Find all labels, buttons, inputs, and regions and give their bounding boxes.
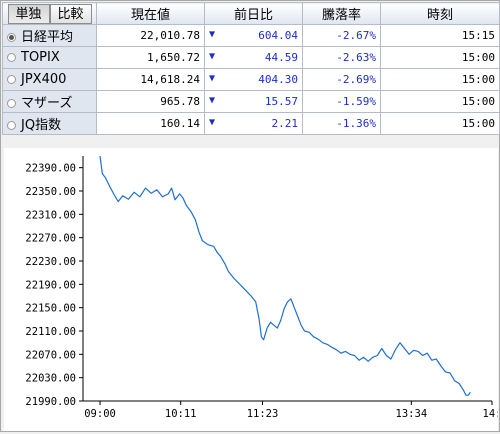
y-tick-label: 22230.00: [25, 256, 76, 268]
index-name: JPX400: [21, 72, 67, 87]
col-header-pct: 騰落率: [302, 2, 381, 25]
price-cell: 160.14: [96, 112, 205, 135]
time-cell: 15:00: [380, 90, 500, 113]
index-name: 日経平均: [21, 30, 74, 45]
x-tick-label: 13:34: [396, 408, 428, 420]
y-tick-label: 21990.00: [25, 396, 76, 408]
y-tick-label: 22350.00: [25, 186, 76, 198]
y-tick-label: 22310.00: [25, 209, 76, 221]
select-radio-icon[interactable]: [7, 121, 16, 130]
index-name: TOPIX: [21, 50, 60, 65]
index-name-cell[interactable]: 日経平均: [2, 24, 97, 47]
time-cell: 15:15: [380, 24, 500, 47]
tab-single[interactable]: 単独: [7, 3, 50, 24]
down-arrow-icon: ▼: [209, 73, 216, 84]
x-tick-label: 10:11: [165, 408, 197, 420]
down-arrow-icon: ▼: [209, 29, 216, 40]
y-tick-label: 22190.00: [25, 279, 76, 291]
select-radio-icon[interactable]: [7, 99, 16, 108]
change-cell: ▼ 15.57: [204, 90, 303, 113]
change-cell: ▼ 44.59: [204, 46, 303, 69]
time-cell: 15:00: [380, 46, 500, 69]
change-value: 44.59: [264, 51, 298, 64]
table-row[interactable]: マザーズ 965.78 ▼ 15.57 -1.59% 15:00: [2, 90, 500, 113]
pct-cell: -1.36%: [302, 112, 381, 135]
time-cell: 15:00: [380, 68, 500, 91]
price-cell: 14,618.24: [96, 68, 205, 91]
tab-compare[interactable]: 比較: [49, 3, 92, 24]
col-header-change: 前日比: [204, 2, 303, 25]
x-tick-label: 11:23: [247, 408, 279, 420]
pct-cell: -2.67%: [302, 24, 381, 47]
index-name-cell[interactable]: マザーズ: [2, 90, 97, 113]
change-value: 2.21: [271, 117, 299, 130]
change-cell: ▼ 404.30: [204, 68, 303, 91]
index-name: JQ指数: [21, 118, 62, 133]
table-row[interactable]: JQ指数 160.14 ▼ 2.21 -1.36% 15:00: [2, 112, 500, 135]
down-arrow-icon: ▼: [209, 117, 216, 128]
change-cell: ▼ 2.21: [204, 112, 303, 135]
price-cell: 1,650.72: [96, 46, 205, 69]
y-tick-label: 22390.00: [25, 163, 76, 175]
price-cell: 965.78: [96, 90, 205, 113]
index-name-cell[interactable]: TOPIX: [2, 46, 97, 69]
intraday-chart: 22390.00 22350.00 22310.00 22270.00 22230.00…: [4, 148, 500, 431]
y-tick-label: 22150.00: [25, 303, 76, 315]
change-cell: ▼ 604.04: [204, 24, 303, 47]
table-row[interactable]: 日経平均 22,010.78 ▼ 604.04 -2.67% 15:15: [2, 24, 500, 47]
change-value: 404.30: [258, 73, 298, 86]
view-mode-toggle: 単独 比較: [2, 2, 97, 25]
pct-cell: -1.59%: [302, 90, 381, 113]
down-arrow-icon: ▼: [209, 51, 216, 62]
price-cell: 22,010.78: [96, 24, 205, 47]
change-value: 15.57: [264, 95, 298, 108]
pct-cell: -2.69%: [302, 68, 381, 91]
chart-svg: 22390.00 22350.00 22310.00 22270.00 22230.00…: [25, 155, 500, 420]
select-radio-icon[interactable]: [7, 75, 16, 84]
table-row[interactable]: JPX400 14,618.24 ▼ 404.30 -2.69% 15:00: [2, 68, 500, 91]
x-tick-label: 14:: [483, 408, 498, 420]
y-tick-label: 22110.00: [25, 326, 76, 338]
col-header-price: 現在値: [96, 2, 205, 25]
time-cell: 15:00: [380, 112, 500, 135]
pct-cell: -2.63%: [302, 46, 381, 69]
y-tick-label: 22070.00: [25, 349, 76, 361]
index-table: 単独 比較 現在値 前日比 騰落率 時刻 日経平均 22,010.78 ▼ 604.04…: [2, 2, 500, 135]
price-series-line: [99, 155, 471, 396]
index-name-cell[interactable]: JQ指数: [2, 112, 97, 135]
table-row[interactable]: TOPIX 1,650.72 ▼ 44.59 -2.63% 15:00: [2, 46, 500, 69]
down-arrow-icon: ▼: [209, 95, 216, 106]
select-radio-icon[interactable]: [7, 53, 16, 62]
x-tick-label: 09:00: [84, 408, 116, 420]
select-radio-icon[interactable]: [7, 33, 16, 42]
change-value: 604.04: [258, 29, 298, 42]
y-tick-label: 22270.00: [25, 233, 76, 245]
index-name: マザーズ: [21, 96, 73, 111]
y-tick-label: 22030.00: [25, 373, 76, 385]
col-header-time: 時刻: [380, 2, 500, 25]
table-header: 単独 比較 現在値 前日比 騰落率 時刻: [2, 2, 500, 25]
index-name-cell[interactable]: JPX400: [2, 68, 97, 91]
